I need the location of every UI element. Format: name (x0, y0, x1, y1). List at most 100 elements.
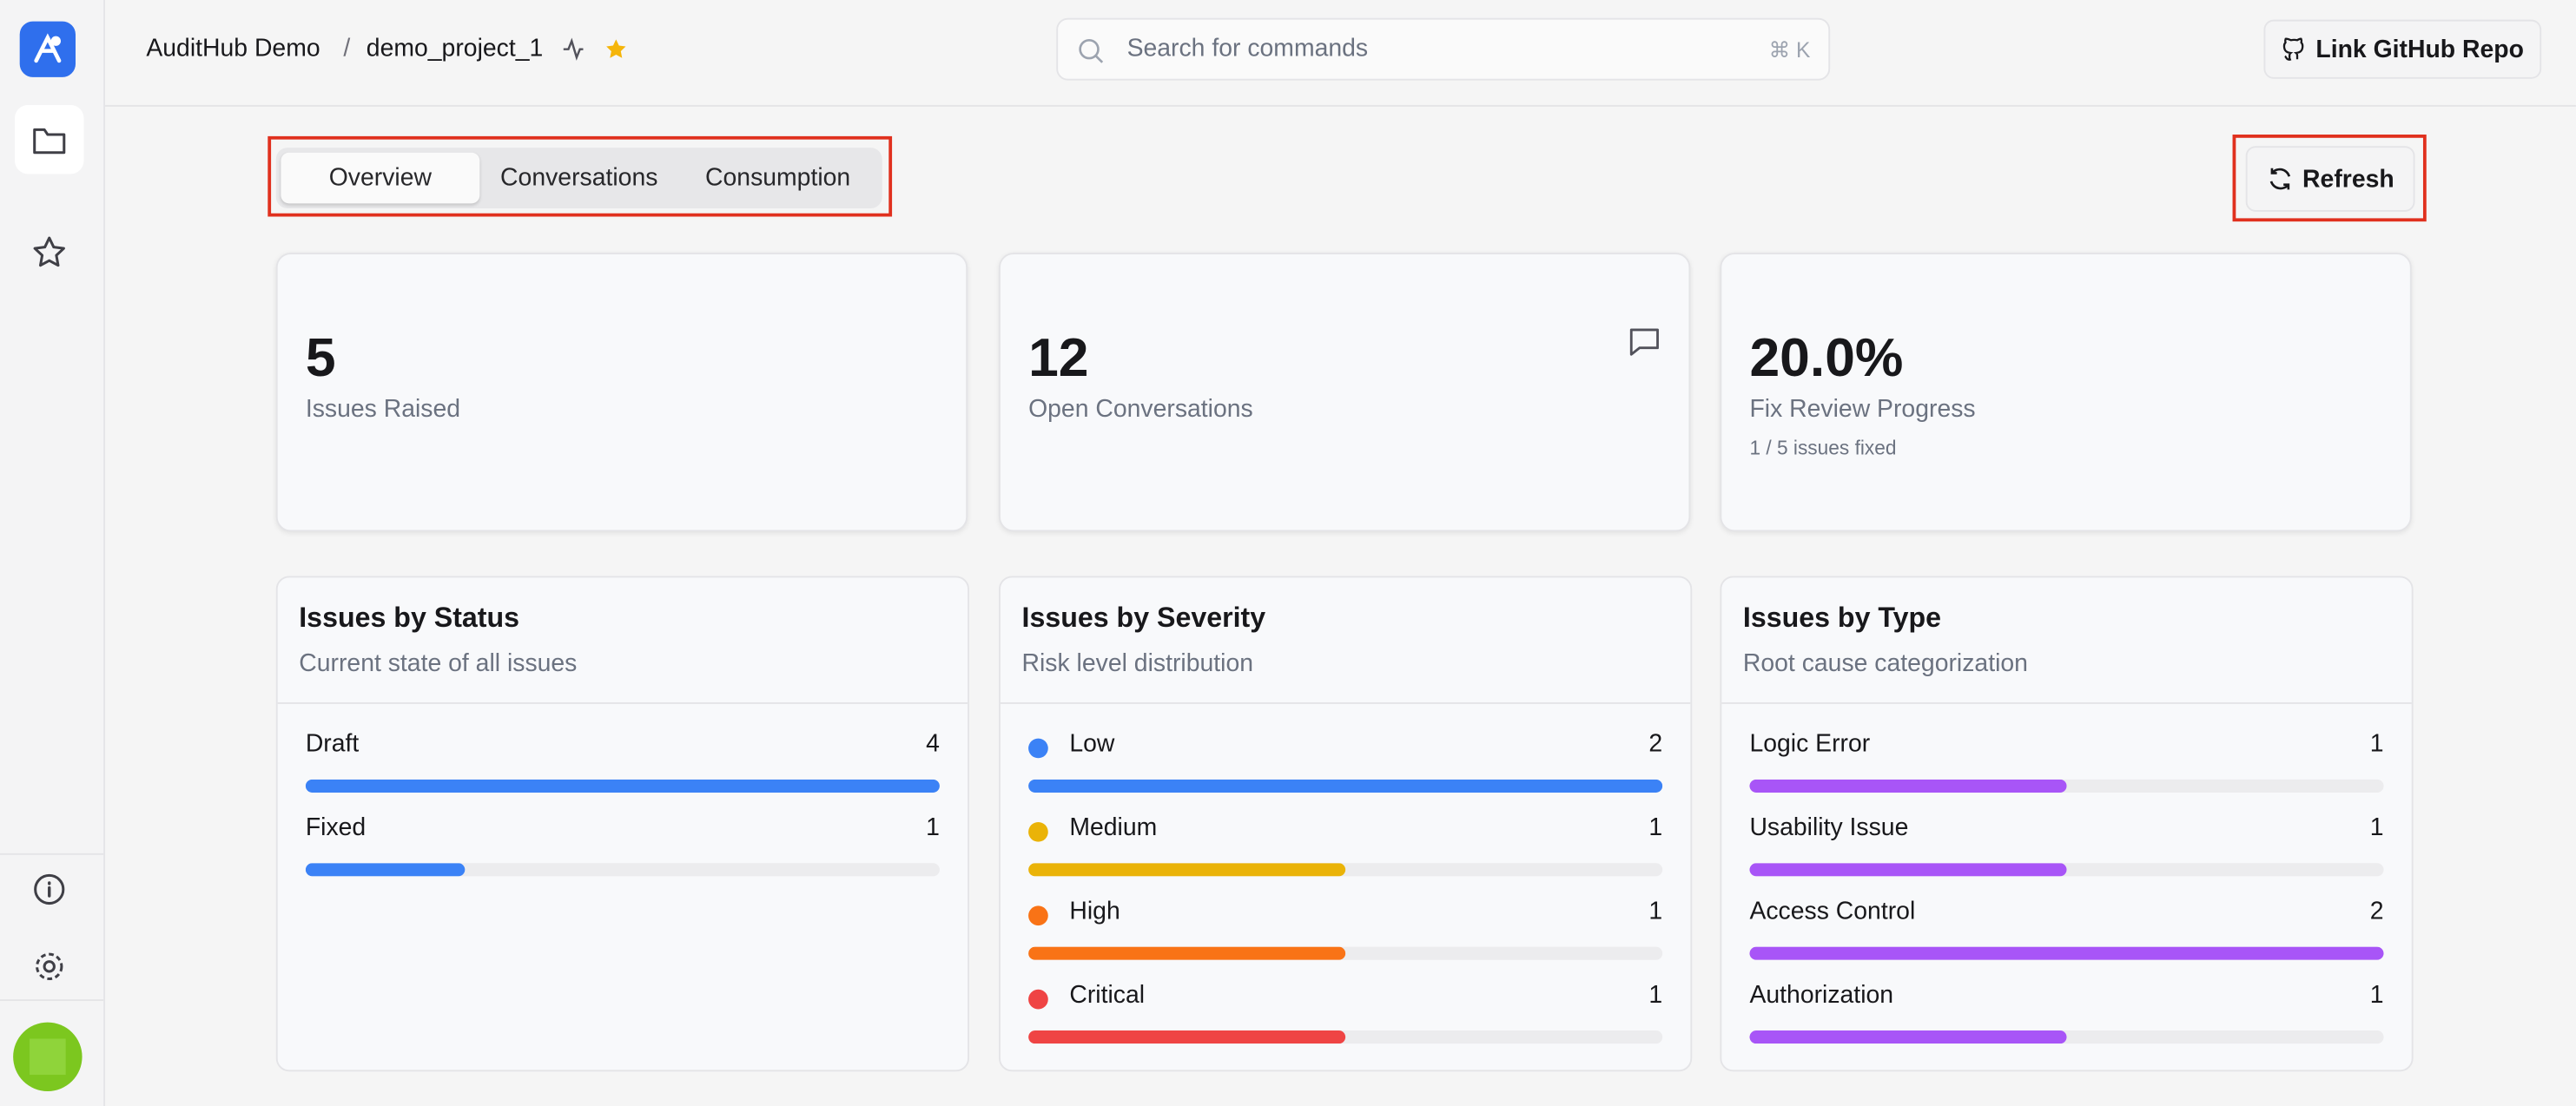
favorites-nav[interactable] (30, 233, 69, 272)
bar-track (1749, 779, 2384, 793)
bar-track (1749, 863, 2384, 877)
item-label: High (1069, 897, 1120, 926)
item-count: 1 (2369, 981, 2384, 1010)
item-label: Access Control (1749, 897, 1916, 926)
bar (1749, 1030, 2067, 1044)
avatar[interactable] (13, 1022, 83, 1091)
item-count: 1 (1648, 897, 1663, 926)
panel: Issues by Type Root cause categorization L… (1720, 576, 2414, 1072)
panel-title: Issues by Type (1742, 602, 1942, 634)
search-icon (1079, 38, 1104, 63)
bar (1028, 779, 1663, 793)
divider (1000, 702, 1691, 704)
bar-track (1028, 863, 1663, 877)
search-shortcut: ⌘ K (1768, 37, 1811, 63)
refresh-button[interactable]: Refresh (2245, 146, 2415, 212)
bar-track (1028, 779, 1663, 793)
github-button-label: Link GitHub Repo (2315, 35, 2524, 63)
message-icon (1629, 328, 1659, 356)
github-icon (2282, 36, 2303, 60)
avatar-image (30, 1038, 66, 1076)
bar-track (1749, 1030, 2384, 1044)
search-placeholder: Search for commands (1126, 34, 1369, 63)
refresh-label: Refresh (2302, 164, 2394, 194)
item-label: Fixed (305, 813, 367, 842)
logo-icon (34, 33, 62, 63)
severity-dot (1028, 905, 1048, 926)
divider (1721, 702, 2412, 704)
bar-track (1749, 946, 2384, 960)
stat-label: Issues Raised (305, 395, 461, 424)
bar-track (1028, 946, 1663, 960)
item-count: 1 (1648, 981, 1663, 1010)
tab[interactable]: Overview (281, 152, 480, 204)
item-count: 1 (2369, 813, 2384, 842)
info-nav[interactable] (31, 872, 68, 908)
activity-icon[interactable] (562, 37, 585, 61)
stat-card: 12 Open Conversations (999, 253, 1691, 532)
bar-track (1028, 1030, 1663, 1044)
severity-dot (1028, 738, 1048, 759)
highlight-box (2232, 134, 2427, 222)
bar (305, 779, 940, 793)
link-github-button[interactable]: Link GitHub Repo (2263, 19, 2542, 79)
item-count: 2 (1648, 730, 1663, 759)
breadcrumb-separator: / (343, 34, 351, 63)
stat-note: 1 / 5 issues fixed (1749, 436, 1897, 460)
refresh-icon (2269, 168, 2290, 190)
panel: Issues by Status Current state of all iss… (275, 576, 969, 1072)
tab[interactable]: Conversations (500, 164, 658, 193)
item-count: 2 (2369, 897, 2384, 926)
search-box[interactable]: Search for commands ⌘ K (1056, 17, 1831, 81)
stat-value: 20.0% (1749, 326, 1904, 388)
item-label: Authorization (1749, 981, 1894, 1010)
folder-icon (33, 128, 66, 155)
panel-subtitle: Risk level distribution (1021, 649, 1254, 678)
topbar: AuditHub Demo / demo_project_1 (105, 0, 2576, 107)
item-count: 1 (926, 813, 940, 842)
panel-title: Issues by Severity (1021, 602, 1266, 634)
item-label: Medium (1069, 813, 1158, 842)
bar (1749, 946, 2384, 960)
item-count: 1 (2369, 730, 2384, 759)
panel-title: Issues by Status (299, 602, 520, 634)
panel-subtitle: Current state of all issues (299, 649, 578, 678)
bar (1028, 1030, 1346, 1044)
tab[interactable]: Consumption (705, 164, 851, 193)
bar (305, 863, 465, 877)
settings-nav[interactable] (31, 949, 68, 985)
stat-card: 5 Issues Raised (275, 253, 968, 532)
stat-value: 12 (1028, 326, 1089, 388)
bar (1749, 779, 2067, 793)
projects-nav[interactable] (15, 104, 84, 174)
bar-track (305, 863, 940, 877)
logo[interactable] (19, 21, 76, 77)
tab-bar: Overview Conversations Consumption (275, 148, 882, 209)
star-icon[interactable] (604, 37, 627, 60)
item-label: Logic Error (1749, 730, 1871, 759)
item-label: Low (1069, 730, 1115, 759)
severity-dot (1028, 821, 1048, 842)
item-count: 1 (1648, 813, 1663, 842)
item-label: Draft (305, 730, 360, 759)
panel-subtitle: Root cause categorization (1742, 649, 2028, 678)
divider (0, 999, 104, 1002)
item-count: 4 (926, 730, 940, 759)
item-label: Critical (1069, 981, 1146, 1010)
breadcrumb-project[interactable]: demo_project_1 (366, 34, 544, 63)
bar-track (305, 779, 940, 793)
stat-card: 20.0% Fix Review Progress 1 / 5 issues fix… (1720, 253, 2412, 532)
breadcrumb-org[interactable]: AuditHub Demo (146, 34, 320, 63)
stat-label: Open Conversations (1028, 395, 1253, 424)
severity-dot (1028, 989, 1048, 1010)
stat-label: Fix Review Progress (1749, 395, 1976, 424)
bar (1749, 863, 2067, 877)
item-label: Usability Issue (1749, 813, 1909, 842)
divider (0, 853, 104, 855)
highlight-box (268, 135, 893, 217)
bar (1028, 863, 1346, 877)
sidebar (0, 0, 106, 1106)
bar (1028, 946, 1346, 960)
